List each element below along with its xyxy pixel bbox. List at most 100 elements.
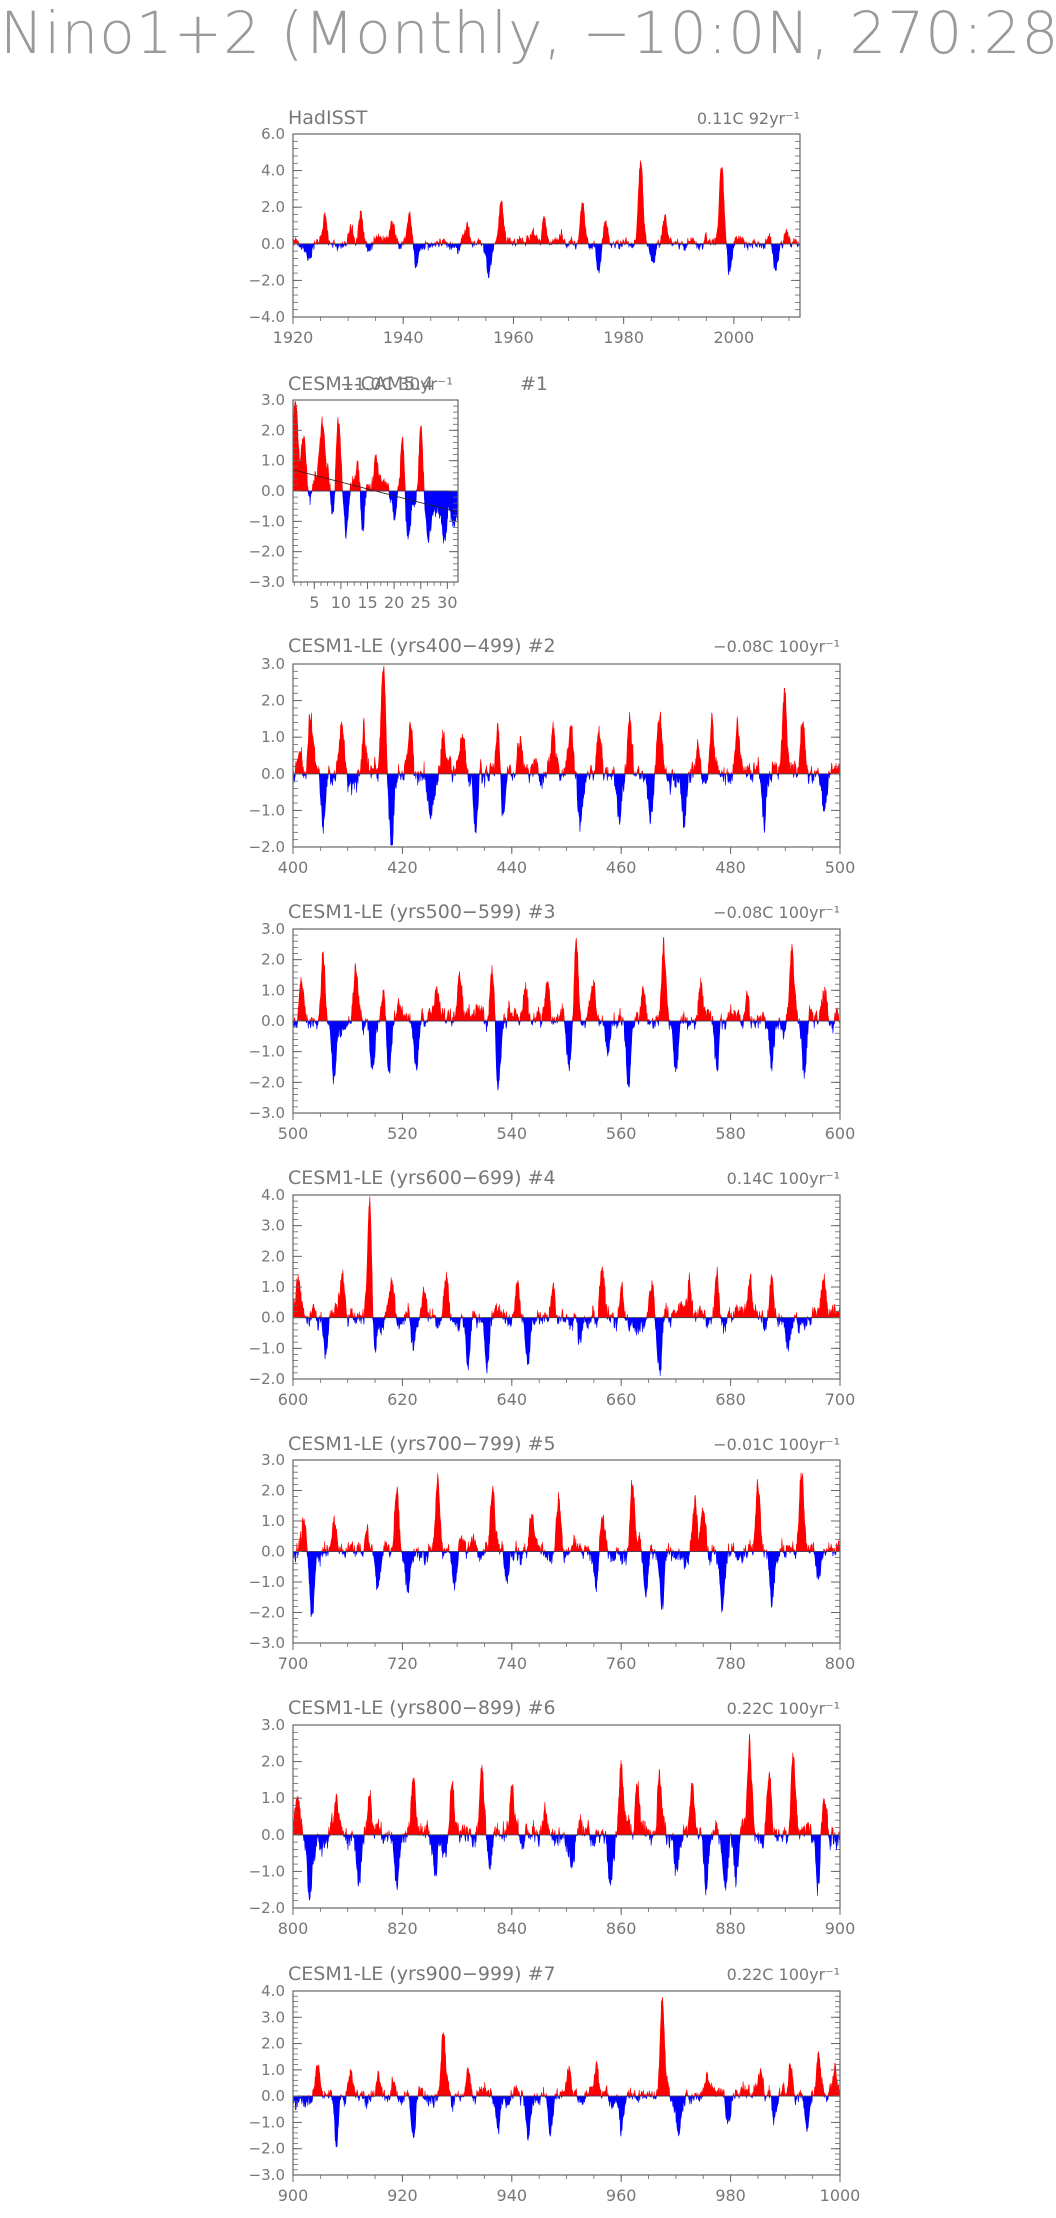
x-tick-label: 15 <box>357 593 377 612</box>
y-tick-label: 2.0 <box>261 1482 285 1500</box>
y-tick-label: 3.0 <box>261 1217 285 1235</box>
y-tick-label: 0.0 <box>261 1826 285 1844</box>
x-tick-label: 1920 <box>273 328 314 347</box>
y-tick-label: −2.0 <box>249 1604 285 1622</box>
member-label: #1 <box>520 373 548 395</box>
y-tick-label: −3.0 <box>249 573 285 591</box>
y-tick-label: −1.0 <box>249 1862 285 1880</box>
plot-frame <box>292 133 801 318</box>
plot-frame <box>292 663 841 848</box>
x-tick-label: 420 <box>387 858 418 877</box>
y-tick-label: 1.0 <box>261 1278 285 1296</box>
y-tick-label: 1.0 <box>261 452 285 470</box>
y-tick-label: −3.0 <box>249 1104 285 1122</box>
x-tick-label: 800 <box>278 1919 309 1938</box>
y-tick-label: 2.0 <box>261 1247 285 1265</box>
x-tick-label: 900 <box>825 1919 856 1938</box>
negative-anomaly-area <box>293 490 459 544</box>
x-tick-label: 700 <box>278 1654 309 1673</box>
y-tick-label: 0.0 <box>261 235 285 253</box>
y-tick-label: −1.0 <box>249 2113 285 2131</box>
y-tick-label: 6.0 <box>261 125 285 143</box>
x-tick-label: 800 <box>825 1654 856 1673</box>
x-tick-label: 600 <box>825 1124 856 1143</box>
panel-title: CESM1-LE (yrs500−599) #3 <box>288 901 556 923</box>
x-tick-label: 940 <box>497 2186 528 2205</box>
negative-anomaly-area <box>293 1833 841 1901</box>
positive-anomaly-area <box>292 1196 841 1319</box>
positive-anomaly-area <box>292 401 458 493</box>
x-tick-label: 640 <box>497 1390 528 1409</box>
x-tick-label: 960 <box>606 2186 637 2205</box>
y-tick-label: −2.0 <box>249 1899 285 1917</box>
y-tick-label: 0.0 <box>261 482 285 500</box>
x-tick-label: 880 <box>715 1919 746 1938</box>
x-tick-label: 5 <box>309 593 319 612</box>
x-tick-label: 900 <box>278 2186 309 2205</box>
y-tick-label: 1.0 <box>261 2061 285 2079</box>
y-tick-label: 2.0 <box>261 692 285 710</box>
y-tick-label: 2.0 <box>261 1753 285 1771</box>
x-tick-label: 520 <box>387 1124 418 1143</box>
x-tick-label: 660 <box>606 1390 637 1409</box>
y-tick-label: −4.0 <box>249 308 285 326</box>
y-tick-label: 2.0 <box>261 198 285 216</box>
x-tick-label: 10 <box>331 593 351 612</box>
positive-anomaly-area <box>292 1733 840 1836</box>
x-tick-label: 860 <box>606 1919 637 1938</box>
y-tick-label: 3.0 <box>261 920 285 938</box>
x-tick-label: 500 <box>278 1124 309 1143</box>
negative-anomaly-area <box>292 242 801 279</box>
x-tick-label: 440 <box>497 858 528 877</box>
x-tick-label: 1980 <box>603 328 644 347</box>
panel-title: HadISST <box>288 107 368 129</box>
x-tick-label: 700 <box>825 1390 856 1409</box>
chart-panel-6: −3.0 −2.0 −1.0 0.0 1.0 2.0 3.0 700 720 740 760 780 8… <box>249 1433 856 1673</box>
positive-anomaly-area <box>292 936 841 1023</box>
y-tick-label: −2.0 <box>249 271 285 289</box>
trend-label: −1.0C 30yr⁻¹ <box>340 375 453 395</box>
x-tick-label: 25 <box>411 593 431 612</box>
trend-label: −0.08C 100yr⁻¹ <box>713 903 840 922</box>
y-tick-label: 0.0 <box>261 1012 285 1030</box>
y-tick-label: −1.0 <box>249 1339 285 1357</box>
y-tick-label: 3.0 <box>261 655 285 673</box>
x-tick-label: 820 <box>387 1919 418 1938</box>
y-tick-label: 0.0 <box>261 2087 285 2105</box>
trend-label: −0.08C 100yr⁻¹ <box>713 637 840 656</box>
chart-panel-4: −3.0 −2.0 −1.0 0.0 1.0 2.0 3.0 500 520 540 560 580 6… <box>249 901 856 1143</box>
positive-anomaly-area <box>293 1472 841 1553</box>
trend-label: 0.22C 100yr⁻¹ <box>727 1699 840 1718</box>
negative-anomaly-area <box>292 1019 841 1091</box>
x-tick-label: 1940 <box>383 328 424 347</box>
page-title: Nino1+2 (Monthly, −10:0N, 270:280E) <box>0 0 1056 66</box>
x-tick-label: 680 <box>715 1390 746 1409</box>
y-tick-label: 2.0 <box>261 421 285 439</box>
x-tick-label: 720 <box>387 1654 418 1673</box>
x-tick-label: 30 <box>437 593 457 612</box>
x-tick-label: 20 <box>384 593 404 612</box>
y-tick-label: 4.0 <box>261 1186 285 1204</box>
chart-panel-5: −2.0 −1.0 0.0 1.0 2.0 3.0 4.0 600 620 640 660 680 70… <box>249 1167 856 1409</box>
x-tick-label: 1000 <box>820 2186 861 2205</box>
y-tick-label: 3.0 <box>261 391 285 409</box>
y-tick-label: −2.0 <box>249 1073 285 1091</box>
trend-label: 0.22C 100yr⁻¹ <box>727 1965 840 1984</box>
y-tick-label: 0.0 <box>261 1309 285 1327</box>
x-tick-label: 560 <box>606 1124 637 1143</box>
y-tick-label: 1.0 <box>261 981 285 999</box>
y-tick-label: 1.0 <box>261 1789 285 1807</box>
y-tick-label: −1.0 <box>249 1043 285 1061</box>
plot-frame <box>292 1724 841 1909</box>
x-tick-label: 460 <box>606 858 637 877</box>
x-tick-label: 500 <box>825 858 856 877</box>
panel-title: CESM1-CAM5.4 <box>288 373 434 395</box>
y-tick-label: 1.0 <box>261 728 285 746</box>
chart-panel-1: −4.0 −2.0 0.0 2.0 4.0 6.0 1920 1940 1960 1980 2000… <box>249 107 801 347</box>
y-tick-label: −3.0 <box>249 1634 285 1652</box>
trend-label: 0.14C 100yr⁻¹ <box>727 1169 840 1188</box>
x-tick-label: 580 <box>715 1124 746 1143</box>
x-tick-label: 540 <box>497 1124 528 1143</box>
chart-panel-8: −3.0 −2.0 −1.0 0.0 1.0 2.0 3.0 4.0 900 920 940 960 9… <box>249 1963 861 2205</box>
y-tick-label: 4.0 <box>261 162 285 180</box>
